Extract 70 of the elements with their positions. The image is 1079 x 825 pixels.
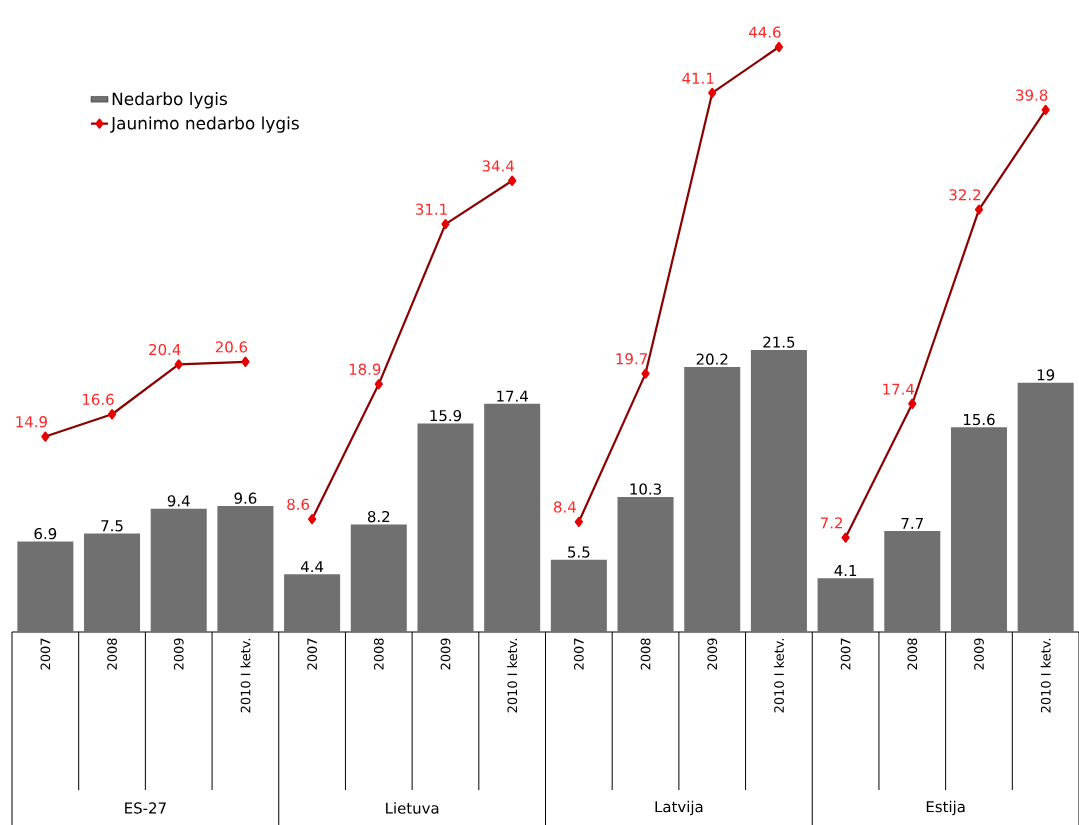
data-label: 8.4 (553, 501, 576, 513)
bar (750, 349, 807, 632)
data-label: 20.6 (215, 341, 248, 353)
bar (884, 530, 941, 632)
bar (550, 559, 607, 632)
text: Latvija (655, 800, 703, 816)
data-label: 17.4 (883, 383, 915, 395)
data-label: 7.2 (820, 517, 842, 529)
bar (617, 496, 674, 632)
data-label: 8.2 (367, 510, 390, 523)
data-label: 34.4 (482, 160, 514, 172)
x-tick-label: 2008 (373, 638, 384, 670)
data-label: 39.8 (1016, 89, 1048, 101)
data-label: 9.6 (234, 492, 257, 504)
legend-label: Jaunimo nedarbo lygis (110, 116, 299, 133)
x-tick-label: 2009 (974, 638, 984, 670)
data-label: 7.7 (901, 517, 923, 529)
data-label: 6.9 (34, 527, 57, 540)
x-tick-label: 2009 (173, 638, 184, 670)
x-tick-label: 2008 (907, 638, 918, 670)
data-label: 9.4 (167, 495, 190, 507)
bar (1017, 382, 1074, 632)
bar (350, 524, 407, 632)
data-label: 4.4 (300, 561, 324, 573)
data-label: 17.4 (497, 390, 528, 402)
text: Estija (926, 800, 965, 816)
bar (150, 508, 207, 632)
bar (84, 533, 141, 632)
x-tick-label: 2007 (573, 638, 584, 670)
legend-label: Nedarbo lygis (112, 92, 227, 109)
data-label: 15.6 (963, 413, 995, 426)
data-label: 4.1 (834, 565, 857, 577)
data-label: 7.5 (101, 520, 123, 532)
bar (284, 574, 341, 632)
x-tick-label: 2008 (640, 638, 651, 670)
text: ES-27 (125, 802, 166, 814)
bar (17, 541, 74, 632)
data-label: 14.9 (16, 416, 47, 428)
x-tick-label: 2010 I ketv. (507, 638, 518, 713)
data-label: 31.1 (415, 203, 447, 215)
data-label: 41.1 (682, 72, 714, 84)
x-tick-label: 2010 I ketv. (773, 638, 784, 713)
x-tick-label: 2009 (440, 638, 451, 670)
x-tick-label: 2007 (840, 638, 851, 670)
bar (484, 403, 541, 632)
bar (817, 578, 874, 632)
bar (950, 427, 1007, 632)
data-label: 16.6 (83, 393, 114, 406)
x-tick-label: 2009 (707, 638, 718, 670)
text: Lietuva (386, 802, 439, 814)
bar (417, 423, 474, 632)
x-tick-label: 2010 I ketv. (240, 638, 251, 713)
data-label: 19 (1037, 369, 1055, 381)
x-tick-label: 2007 (40, 638, 51, 670)
data-label: 8.6 (287, 498, 310, 510)
x-tick-label: 2008 (107, 638, 117, 670)
data-label: 44.6 (749, 26, 781, 38)
data-label: 20.2 (696, 353, 728, 365)
data-label: 21.5 (763, 336, 795, 348)
data-label: 15.9 (430, 409, 462, 422)
bar (217, 506, 274, 632)
x-tick-label: 2010 I ketv. (1040, 638, 1051, 713)
bar (684, 367, 741, 632)
x-tick-label: 2007 (307, 638, 317, 670)
data-label: 18.9 (349, 363, 381, 375)
data-label: 20.4 (149, 343, 181, 356)
data-label: 19.7 (616, 353, 647, 365)
data-label: 10.3 (630, 483, 661, 495)
data-label: 5.5 (568, 546, 590, 558)
data-label: 32.2 (949, 189, 981, 201)
